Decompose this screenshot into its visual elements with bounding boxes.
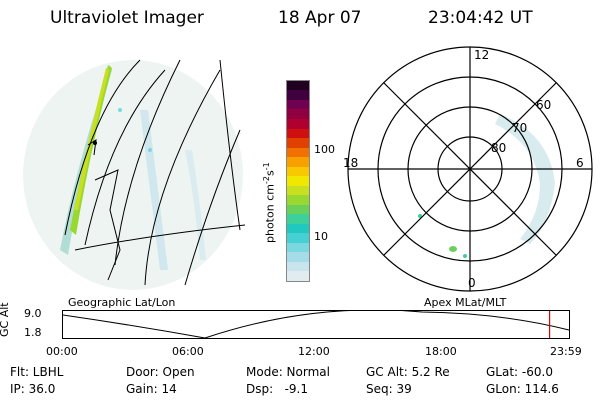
colorbar-swatch [287, 166, 309, 177]
colorbar-swatch [287, 118, 309, 129]
status-dsp: Dsp: -9.1 [246, 382, 309, 396]
mlat-label-70: 70 [512, 121, 527, 135]
colorbar-unit-label: photon cm-2s-1 [262, 162, 277, 243]
polar-emission-map [418, 114, 555, 258]
geographic-emission-map [23, 60, 243, 290]
observation-date: 18 Apr 07 [278, 8, 362, 28]
apex-polar-plot: 12 18 6 0 60 70 80 [343, 46, 593, 292]
mlt-label-18: 18 [343, 156, 358, 170]
colorbar-swatch [287, 223, 309, 234]
status-filter: Flt: LBHL [10, 365, 64, 379]
altitude-curve [62, 310, 570, 339]
mlt-label-12: 12 [474, 48, 489, 62]
colorbar-swatch [287, 185, 309, 196]
intensity-colorbar [286, 80, 310, 282]
geographic-image-panel [23, 59, 246, 290]
emission-spot [449, 246, 457, 252]
time-tick-0600: 06:00 [172, 345, 204, 358]
mlt-label-0: 0 [468, 276, 476, 290]
status-glon: GLon: 114.6 [486, 382, 559, 396]
status-seq: Seq: 39 [366, 382, 412, 396]
colorbar-swatch [287, 195, 309, 205]
colorbar-swatch [287, 147, 309, 158]
mlt-label-6: 6 [576, 156, 584, 170]
time-tick-2359: 23:59 [550, 345, 582, 358]
time-tick-1800: 18:00 [425, 345, 457, 358]
altitude-tick-max: 9.0 [24, 307, 42, 320]
colorbar-swatch [287, 204, 309, 215]
colorbar-swatch [287, 271, 309, 281]
colorbar-swatch [287, 99, 309, 110]
app-title: Ultraviolet Imager [50, 8, 204, 28]
geographic-grid [64, 59, 246, 286]
geographic-panel-label: Geographic Lat/Lon [68, 296, 176, 309]
emission-spot [463, 254, 467, 258]
mlat-label-80: 80 [491, 141, 506, 155]
mlat-label-60: 60 [536, 98, 551, 112]
colorbar-swatch [287, 176, 309, 186]
status-ip: IP: 36.0 [10, 382, 56, 396]
altitude-strip-plot [62, 310, 570, 339]
status-glat: GLat: -60.0 [486, 365, 553, 379]
colorbar-swatch [287, 138, 309, 148]
colorbar-swatch [287, 128, 309, 139]
status-gc-altitude: GC Alt: 5.2 Re [366, 365, 450, 379]
status-door: Door: Open [126, 365, 195, 379]
observation-time: 23:04:42 UT [428, 8, 533, 28]
colorbar-swatch [287, 252, 309, 262]
status-gain: Gain: 14 [126, 382, 177, 396]
colorbar-swatch [287, 261, 309, 272]
colorbar-swatch [287, 157, 309, 167]
colorbar-swatch [287, 242, 309, 253]
time-tick-1200: 12:00 [298, 345, 330, 358]
time-tick-0000: 00:00 [46, 345, 78, 358]
colorbar-swatch [287, 233, 309, 243]
colorbar-tick-100: 100 [314, 143, 335, 156]
apex-panel-label: Apex MLat/MLT [424, 296, 507, 309]
colorbar-swatch [287, 80, 309, 91]
altitude-tick-min: 1.8 [24, 326, 42, 339]
colorbar-tick-10: 10 [314, 230, 328, 243]
polar-grid [347, 46, 593, 292]
colorbar-swatch [287, 90, 309, 100]
status-mode: Mode: Normal [246, 365, 330, 379]
colorbar-swatch [287, 109, 309, 119]
altitude-axis-label: GC Alt [0, 302, 11, 337]
colorbar-swatch [287, 214, 309, 224]
